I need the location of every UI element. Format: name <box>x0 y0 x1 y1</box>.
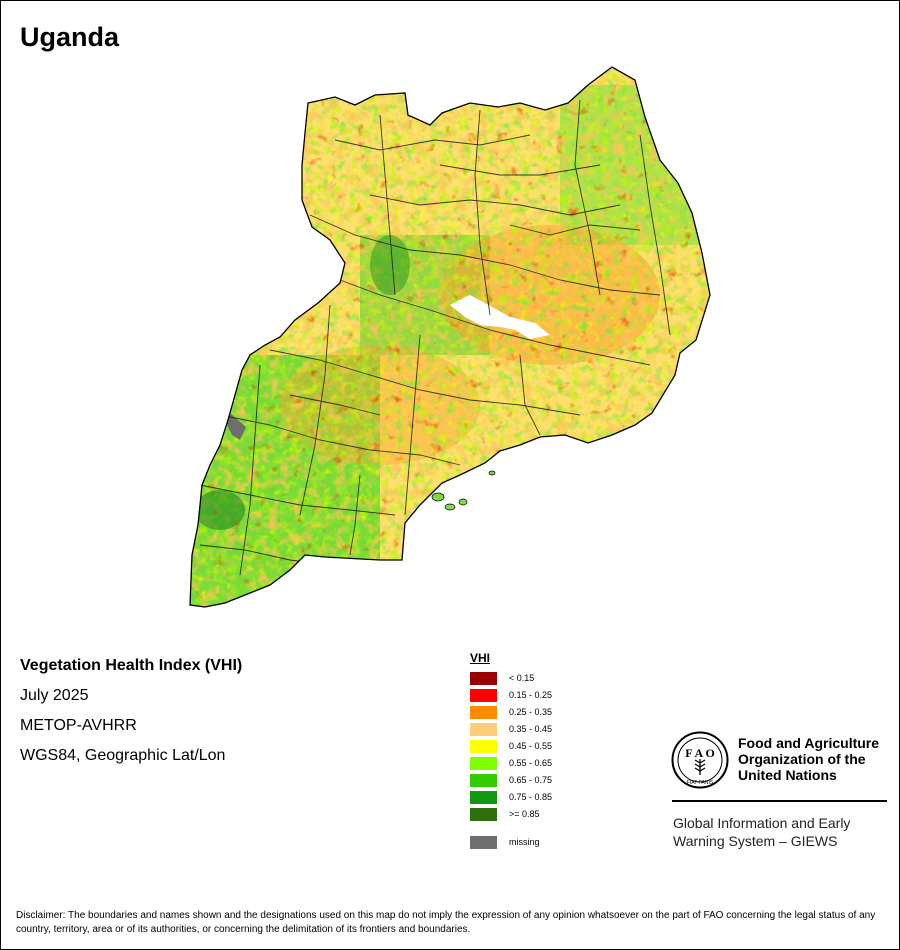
legend-item: 0.35 - 0.45 <box>470 722 610 738</box>
legend-item: 0.15 - 0.25 <box>470 688 610 704</box>
fao-logo-icon: F A O FIAT PANIS <box>671 731 729 789</box>
projection-text: WGS84, Geographic Lat/Lon <box>20 747 226 764</box>
legend-label: 0.45 - 0.55 <box>509 741 553 751</box>
legend-label: >= 0.85 <box>509 809 540 819</box>
giews-line: Warning System – GIEWS <box>673 833 838 849</box>
legend-swatch <box>470 808 497 821</box>
island-group <box>431 470 496 511</box>
giews-line: Global Information and Early <box>673 815 851 831</box>
legend-swatch <box>470 672 497 685</box>
legend-swatch <box>470 689 497 702</box>
fao-logo-text: F A O <box>685 746 715 760</box>
org-line: Food and Agriculture <box>738 735 880 751</box>
legend-label: 0.65 - 0.75 <box>509 775 553 785</box>
legend-item-missing: missing <box>470 835 610 851</box>
legend-item: < 0.15 <box>470 671 610 687</box>
legend-item: 0.25 - 0.35 <box>470 705 610 721</box>
legend-item: 0.75 - 0.85 <box>470 790 610 806</box>
legend-label: 0.55 - 0.65 <box>509 758 553 768</box>
map-date: July 2025 <box>20 687 89 704</box>
legend-swatch <box>470 706 497 719</box>
vhi-raster <box>190 67 710 607</box>
legend-label: 0.75 - 0.85 <box>509 792 553 802</box>
legend-label: 0.25 - 0.35 <box>509 707 553 717</box>
legend-swatch <box>470 723 497 736</box>
legend-label: 0.15 - 0.25 <box>509 690 553 700</box>
legend-label: missing <box>509 837 540 847</box>
legend-swatch <box>470 774 497 787</box>
legend-swatch <box>470 791 497 804</box>
index-name: Vegetation Health Index (VHI) <box>20 657 243 674</box>
legend-swatch <box>470 836 497 849</box>
legend-swatch <box>470 757 497 770</box>
org-line: United Nations <box>738 767 837 783</box>
legend-item: 0.45 - 0.55 <box>470 739 610 755</box>
disclaimer: Disclaimer: The boundaries and names sho… <box>16 910 876 935</box>
vhi-map <box>180 55 720 615</box>
legend-item: 0.55 - 0.65 <box>470 756 610 772</box>
legend-label: < 0.15 <box>509 673 535 683</box>
legend-title: VHI <box>470 651 491 665</box>
legend-item: >= 0.85 <box>470 807 610 823</box>
legend-label: 0.35 - 0.45 <box>509 724 553 734</box>
divider <box>672 800 887 802</box>
legend-swatch <box>470 740 497 753</box>
giews-name: Global Information and Early Warning Sys… <box>673 814 850 850</box>
org-line: Organization of the <box>738 751 866 767</box>
organization-name: Food and Agriculture Organization of the… <box>738 735 898 783</box>
legend-item: 0.65 - 0.75 <box>470 773 610 789</box>
sensor-name: METOP-AVHRR <box>20 717 137 734</box>
map-title: Uganda <box>20 22 120 52</box>
fao-logo-motto: FIAT PANIS <box>687 780 714 786</box>
